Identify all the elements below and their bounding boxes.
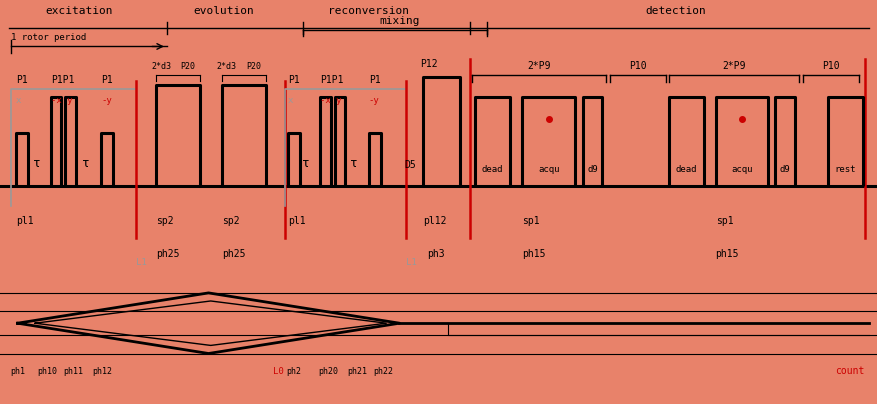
Text: ph25: ph25 (222, 248, 246, 259)
Text: τ: τ (350, 157, 357, 170)
Text: P12: P12 (420, 59, 438, 69)
Text: ph2: ph2 (286, 367, 301, 376)
Text: 2*P9: 2*P9 (527, 61, 550, 71)
Text: ph10: ph10 (37, 367, 57, 376)
Text: excitation: excitation (46, 6, 112, 16)
Text: τ: τ (302, 157, 309, 170)
Text: ph12: ph12 (92, 367, 112, 376)
Text: reconversion: reconversion (328, 6, 409, 16)
Text: ph11: ph11 (63, 367, 83, 376)
Text: P1P1: P1P1 (51, 75, 75, 85)
Text: 1 rotor period: 1 rotor period (11, 34, 86, 42)
Text: 2*P9: 2*P9 (722, 61, 745, 71)
Text: P10: P10 (628, 61, 646, 71)
Text: L1: L1 (136, 258, 146, 267)
Text: τ: τ (33, 157, 40, 170)
Text: count: count (835, 366, 864, 376)
Text: dead: dead (675, 165, 696, 174)
Text: -x y: -x y (51, 96, 72, 105)
Text: P1: P1 (16, 75, 27, 85)
Text: x: x (16, 96, 21, 105)
Text: pl1: pl1 (16, 216, 33, 226)
Text: -x y: -x y (320, 96, 341, 105)
Text: ph15: ph15 (522, 248, 545, 259)
Text: sp2: sp2 (222, 216, 239, 226)
Text: ph22: ph22 (373, 367, 393, 376)
Text: ph1: ph1 (11, 367, 25, 376)
Text: acqu: acqu (731, 165, 752, 174)
Text: pl1: pl1 (288, 216, 305, 226)
Text: 2*d3: 2*d3 (151, 62, 171, 71)
Text: d9: d9 (779, 165, 789, 174)
Text: acqu: acqu (538, 165, 559, 174)
Text: P1: P1 (101, 75, 112, 85)
Text: τ: τ (82, 157, 89, 170)
Text: D5: D5 (403, 160, 416, 170)
Text: sp1: sp1 (522, 216, 539, 226)
Text: 2*d3: 2*d3 (217, 62, 237, 71)
Text: d9: d9 (587, 165, 597, 174)
Text: sp1: sp1 (715, 216, 732, 226)
Text: ph15: ph15 (715, 248, 738, 259)
Text: rest: rest (834, 165, 855, 174)
Text: dead: dead (481, 165, 503, 174)
Text: ph3: ph3 (426, 248, 444, 259)
Text: -y: -y (101, 96, 111, 105)
Text: mixing: mixing (379, 16, 419, 26)
Text: -y: -y (368, 96, 379, 105)
Text: ph21: ph21 (346, 367, 367, 376)
Text: evolution: evolution (193, 6, 254, 16)
Text: P20: P20 (246, 62, 260, 71)
Text: sp2: sp2 (156, 216, 174, 226)
Text: P20: P20 (180, 62, 195, 71)
Text: P10: P10 (821, 61, 839, 71)
Text: P1P1: P1P1 (320, 75, 344, 85)
Text: P1: P1 (288, 75, 299, 85)
Text: L1: L1 (405, 258, 416, 267)
Text: x: x (288, 96, 293, 105)
Text: ph20: ph20 (317, 367, 338, 376)
Text: ph25: ph25 (156, 248, 180, 259)
Text: detection: detection (645, 6, 706, 16)
Text: P1: P1 (368, 75, 380, 85)
Text: pl12: pl12 (423, 216, 446, 226)
Text: L0: L0 (273, 367, 283, 376)
